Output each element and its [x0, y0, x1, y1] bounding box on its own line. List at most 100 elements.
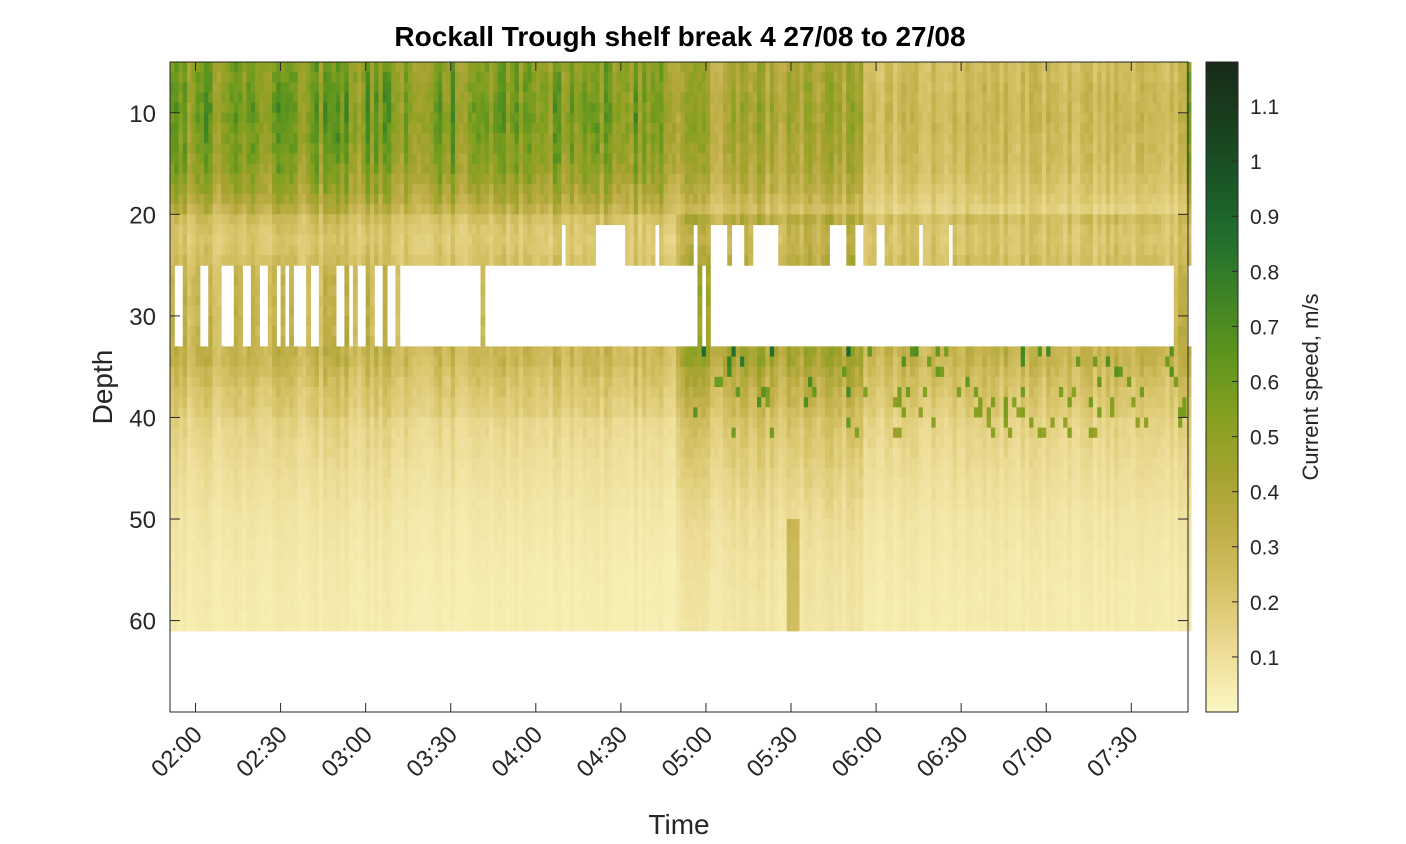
heatmap-cell [544, 194, 550, 205]
heatmap-cell [204, 610, 209, 622]
heatmap-cell [293, 458, 299, 469]
heatmap-cell [586, 590, 592, 601]
heatmap-cell [276, 519, 282, 530]
heatmap-cell [591, 254, 596, 266]
heatmap-cell [569, 346, 575, 358]
heatmap-cell [323, 447, 328, 459]
heatmap-cell [399, 569, 405, 581]
heatmap-cell [374, 356, 380, 368]
heatmap-cell [476, 468, 482, 480]
heatmap-cell [306, 234, 311, 246]
heatmap-cell [255, 376, 260, 388]
heatmap-cell [276, 346, 282, 358]
heatmap-cell [497, 183, 503, 195]
heatmap-cell [272, 315, 277, 327]
heatmap-cell [565, 204, 571, 215]
heatmap-cell [174, 254, 180, 266]
heatmap-cell [480, 407, 486, 419]
heatmap-cell [191, 244, 197, 256]
heatmap-cell [174, 590, 180, 601]
heatmap-cell [327, 112, 333, 124]
heatmap-cell [340, 488, 345, 500]
heatmap-cell [216, 376, 222, 388]
heatmap-cell [442, 458, 448, 469]
heatmap-cell [459, 458, 465, 469]
heatmap-cell [255, 417, 260, 429]
heatmap-cell [318, 163, 324, 175]
heatmap-cell [506, 153, 511, 165]
heatmap-cell [233, 458, 239, 469]
heatmap-cell [208, 315, 214, 327]
heatmap-cell [395, 122, 401, 134]
heatmap-cell [361, 427, 367, 439]
heatmap-cell [352, 468, 358, 480]
heatmap-cell [250, 82, 256, 94]
heatmap-cell [565, 437, 571, 449]
heatmap-cell [340, 600, 345, 612]
heatmap-cell [480, 447, 486, 459]
heatmap-cell [178, 112, 184, 124]
heatmap-cell [408, 539, 414, 551]
heatmap-cell [382, 72, 388, 83]
heatmap-cell [348, 183, 354, 195]
heatmap-cell [480, 102, 486, 114]
heatmap-cell [412, 519, 418, 530]
heatmap-cell [297, 376, 303, 388]
heatmap-cell [204, 549, 209, 561]
heatmap-cell [450, 447, 456, 459]
heatmap-cell [289, 458, 294, 469]
heatmap-cell [472, 82, 477, 94]
heatmap-cell [480, 488, 486, 500]
heatmap-cell [531, 183, 537, 195]
heatmap-cell [233, 102, 239, 114]
heatmap-cell [276, 387, 282, 398]
heatmap-cell [493, 549, 499, 561]
heatmap-cell [301, 366, 307, 378]
heatmap-cell [557, 82, 562, 94]
heatmap-cell [182, 478, 188, 490]
heatmap-cell [497, 194, 503, 205]
heatmap-cell [484, 559, 490, 571]
heatmap-cell [323, 122, 328, 134]
heatmap-cell [225, 102, 231, 114]
heatmap-cell [276, 92, 282, 104]
heatmap-cell [221, 559, 226, 571]
heatmap-cell [552, 549, 558, 561]
heatmap-cell [297, 143, 303, 155]
heatmap-cell [182, 427, 188, 439]
heatmap-cell [318, 92, 324, 104]
heatmap-cell [463, 458, 469, 469]
heatmap-cell [450, 133, 456, 144]
heatmap-cell [352, 437, 358, 449]
heatmap-cell [187, 204, 192, 215]
heatmap-cell [476, 539, 482, 551]
heatmap-cell [497, 224, 503, 236]
heatmap-cell [501, 224, 507, 236]
heatmap-cell [395, 407, 401, 419]
heatmap-cell [425, 376, 431, 388]
heatmap-cell [221, 508, 226, 520]
heatmap-cell [574, 539, 579, 551]
heatmap-cell [552, 529, 558, 540]
heatmap-cell [204, 458, 209, 469]
heatmap-cell [314, 519, 320, 530]
heatmap-cell [306, 427, 311, 439]
heatmap-cell [263, 488, 269, 500]
heatmap-cell [442, 539, 448, 551]
heatmap-cell [386, 590, 392, 601]
heatmap-cell [238, 600, 243, 612]
heatmap-cell [174, 437, 180, 449]
heatmap-cell [531, 92, 537, 104]
heatmap-cell [527, 529, 533, 540]
heatmap-cell [314, 488, 320, 500]
heatmap-cell [272, 163, 277, 175]
heatmap-cell [472, 437, 477, 449]
heatmap-cell [259, 529, 265, 540]
heatmap-cell [514, 376, 520, 388]
heatmap-cell [352, 326, 358, 337]
heatmap-cell [178, 356, 184, 368]
heatmap-cell [450, 427, 456, 439]
heatmap-cell [561, 620, 567, 632]
heatmap-cell [259, 356, 265, 368]
heatmap-cell [378, 143, 384, 155]
